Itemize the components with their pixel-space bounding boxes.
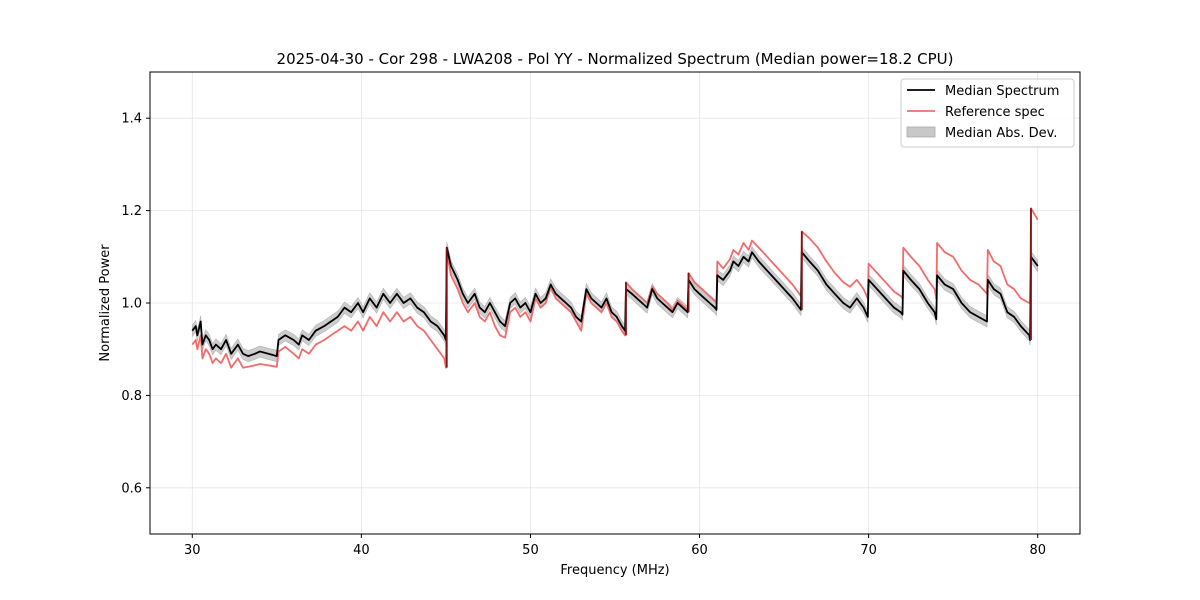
x-tick-label: 30: [184, 543, 201, 558]
y-tick-label: 0.6: [121, 481, 142, 496]
y-tick-label: 0.8: [121, 389, 142, 404]
x-tick-label: 60: [691, 543, 708, 558]
legend: Median Spectrum Reference spec Median Ab…: [900, 78, 1075, 148]
series-lines: [191, 207, 1039, 369]
legend-box: [900, 78, 1075, 148]
y-tick-label: 1.2: [121, 204, 142, 219]
x-axis-ticks: 30 40 50 60 70 80: [184, 534, 1046, 558]
x-tick-label: 80: [1029, 543, 1046, 558]
median-spectrum-line: [191, 246, 1039, 358]
mad-band-area: [192, 241, 1038, 363]
x-axis-label: Frequency (MHz): [560, 563, 669, 578]
x-tick-label: 40: [353, 543, 370, 558]
y-axis-label: Normalized Power: [98, 244, 113, 362]
mad-band: [192, 241, 1038, 363]
legend-reference-label: Reference spec: [945, 105, 1045, 120]
y-tick-label: 1.4: [121, 112, 142, 127]
y-tick-label: 1.0: [121, 297, 142, 312]
legend-median-label: Median Spectrum: [945, 84, 1059, 99]
legend-mad-swatch: [906, 126, 936, 138]
x-tick-label: 50: [522, 543, 539, 558]
chart-title: 2025-04-30 - Cor 298 - LWA208 - Pol YY -…: [277, 50, 954, 68]
y-axis-ticks: 0.6 0.8 1.0 1.2 1.4: [121, 112, 150, 496]
legend-mad-label: Median Abs. Dev.: [945, 126, 1057, 141]
x-tick-label: 70: [860, 543, 877, 558]
reference-spectrum-line: [191, 207, 1039, 369]
